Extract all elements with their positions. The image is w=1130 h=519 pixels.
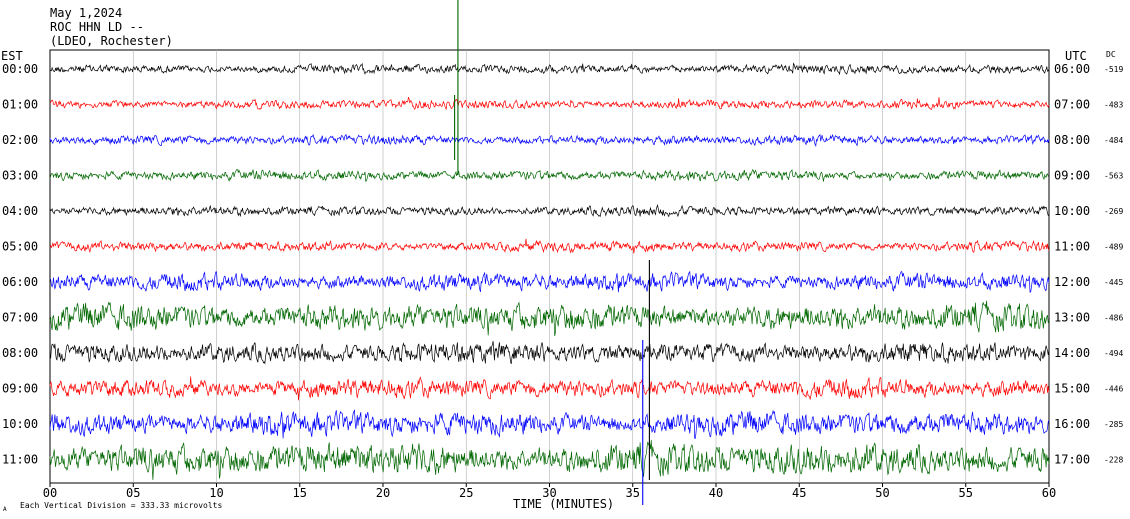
row-label-utc: 11:00 <box>1054 240 1090 254</box>
seismic-trace <box>49 376 1050 401</box>
x-tick-label: 60 <box>1042 486 1056 500</box>
header-network: (LDEO, Rochester) <box>50 34 173 48</box>
row-label-est: 05:00 <box>2 240 38 254</box>
seismic-trace <box>49 203 1049 218</box>
row-label-utc: 06:00 <box>1054 62 1090 76</box>
row-dc-value: -489 <box>1104 243 1123 252</box>
row-label-est: 01:00 <box>2 98 38 112</box>
seismic-trace <box>49 62 1050 76</box>
seismic-trace <box>49 168 1049 182</box>
seismic-trace <box>49 440 1050 480</box>
row-dc-value: -486 <box>1104 314 1123 323</box>
row-dc-value: -269 <box>1104 207 1123 216</box>
row-label-est: 08:00 <box>2 346 38 360</box>
row-label-utc: 15:00 <box>1054 382 1090 396</box>
row-dc-value: -285 <box>1104 420 1123 429</box>
row-labels: 00:00 06:00 -519 01:00 07:00 -483 02:00 08:00 -4… <box>2 62 1123 467</box>
row-label-est: 02:00 <box>2 133 38 147</box>
x-tick-label: 35 <box>626 486 640 500</box>
x-tick-label: 50 <box>875 486 889 500</box>
row-dc-value: -519 <box>1104 65 1123 74</box>
row-label-utc: 10:00 <box>1054 204 1090 218</box>
row-label-utc: 17:00 <box>1054 453 1090 467</box>
row-dc-value: -484 <box>1104 136 1123 145</box>
row-label-utc: 09:00 <box>1054 169 1090 183</box>
seismic-trace <box>49 300 1050 337</box>
corner-mark: A <box>3 506 7 513</box>
x-tick-label: 55 <box>959 486 973 500</box>
left-timezone-label: EST <box>1 49 23 63</box>
row-dc-value: -494 <box>1104 349 1123 358</box>
row-dc-value: -228 <box>1104 456 1123 465</box>
x-tick-label: 40 <box>709 486 723 500</box>
row-label-utc: 08:00 <box>1054 133 1090 147</box>
x-axis-title: TIME (MINUTES) <box>513 497 614 511</box>
seismic-trace <box>49 96 1050 111</box>
row-label-utc: 14:00 <box>1054 346 1090 360</box>
row-label-est: 07:00 <box>2 311 38 325</box>
x-tick-label: 05 <box>126 486 140 500</box>
row-label-est: 03:00 <box>2 169 38 183</box>
row-label-est: 04:00 <box>2 204 38 218</box>
seismic-trace <box>49 133 1050 147</box>
row-label-est: 00:00 <box>2 62 38 76</box>
row-dc-value: -446 <box>1104 385 1123 394</box>
x-tick-label: 30 <box>542 486 556 500</box>
dc-column-label: DC <box>1106 50 1116 59</box>
row-label-est: 09:00 <box>2 382 38 396</box>
x-tick-label: 15 <box>293 486 307 500</box>
x-tick-label: 25 <box>459 486 473 500</box>
x-tick-label: 20 <box>376 486 390 500</box>
header-date: May 1,2024 <box>50 6 123 20</box>
right-timezone-label: UTC <box>1065 49 1087 63</box>
x-tick-label: 00 <box>43 486 57 500</box>
row-label-est: 10:00 <box>2 417 38 431</box>
seismic-trace <box>49 341 1050 365</box>
row-label-utc: 07:00 <box>1054 98 1090 112</box>
row-dc-value: -563 <box>1104 172 1123 181</box>
grid-lines <box>132 50 967 483</box>
x-tick-label: 45 <box>792 486 806 500</box>
seismic-trace <box>49 270 1050 293</box>
row-label-utc: 16:00 <box>1054 417 1090 431</box>
x-tick-label: 10 <box>209 486 223 500</box>
header-station: ROC HHN LD -- <box>50 20 144 34</box>
row-dc-value: -445 <box>1104 278 1123 287</box>
row-label-utc: 13:00 <box>1054 311 1090 325</box>
row-label-est: 06:00 <box>2 275 38 289</box>
seismic-trace <box>49 409 1050 439</box>
scale-note: Each Vertical Division = 333.33 microvol… <box>20 501 222 510</box>
row-label-utc: 12:00 <box>1054 275 1090 289</box>
row-label-est: 11:00 <box>2 453 38 467</box>
row-dc-value: -483 <box>1104 101 1123 110</box>
seismic-trace <box>49 238 1050 254</box>
trace-group <box>49 0 1050 505</box>
x-axis-ticks: 00 05 10 15 20 25 30 35 40 45 50 55 60 <box>43 483 1056 500</box>
